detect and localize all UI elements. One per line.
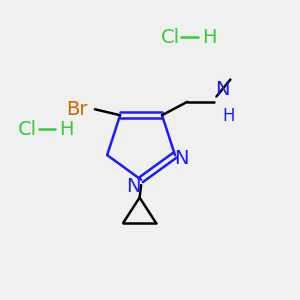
- Text: Br: Br: [66, 100, 87, 119]
- Text: N: N: [174, 148, 189, 167]
- Text: H: H: [222, 107, 235, 125]
- Text: H: H: [202, 28, 217, 46]
- Text: N: N: [215, 80, 230, 99]
- Text: H: H: [59, 120, 74, 139]
- Text: N: N: [126, 177, 141, 196]
- Text: Cl: Cl: [160, 28, 180, 46]
- Text: Cl: Cl: [18, 120, 37, 139]
